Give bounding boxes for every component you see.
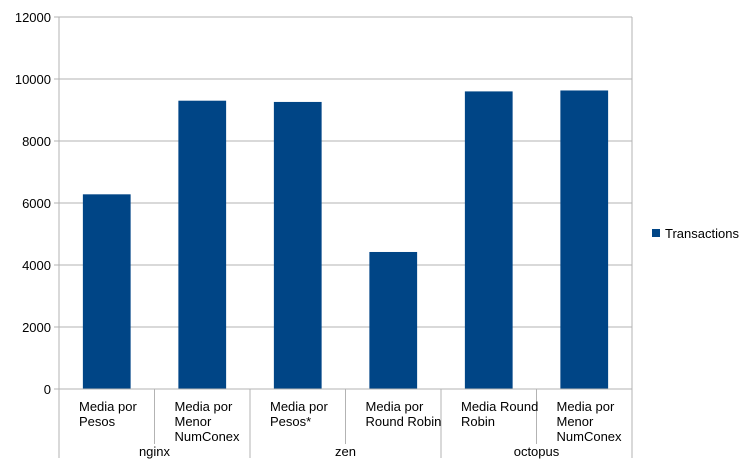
x-tick-label: Media por Pesos (79, 399, 137, 429)
y-tick-label: 12000 (15, 10, 51, 25)
bar (560, 90, 609, 389)
legend-label: Transactions (665, 226, 739, 241)
x-tick-label: Media por Menor NumConex (557, 399, 623, 444)
bars (82, 90, 609, 390)
x-axis: Media por Pesos Media por Menor NumConex Medi… (58, 388, 633, 459)
x-group-label: nginx (139, 444, 171, 459)
y-tick-label: 8000 (22, 134, 51, 149)
x-tick-label: Media por Round Robin (366, 399, 442, 429)
grid-lines (54, 16, 633, 390)
y-tick-label: 4000 (22, 258, 51, 273)
x-tick-label: Media por Pesos* (270, 399, 328, 429)
bar (178, 100, 227, 389)
y-tick-label: 10000 (15, 72, 51, 87)
legend: Transactions (652, 226, 739, 241)
bar (82, 194, 131, 389)
y-axis-ticks: 0 2000 4000 6000 8000 10000 12000 (15, 10, 51, 397)
bar (464, 91, 513, 390)
x-tick-label: Media por Menor NumConex (175, 399, 241, 444)
y-tick-label: 6000 (22, 196, 51, 211)
x-tick-label: Media Round Robin (461, 399, 538, 429)
y-tick-label: 0 (44, 382, 51, 397)
y-tick-label: 2000 (22, 320, 51, 335)
x-group-label: zen (335, 444, 356, 459)
bar (273, 101, 322, 389)
bar (369, 251, 418, 389)
legend-swatch (652, 229, 660, 237)
x-group-label: octopus (514, 444, 560, 459)
